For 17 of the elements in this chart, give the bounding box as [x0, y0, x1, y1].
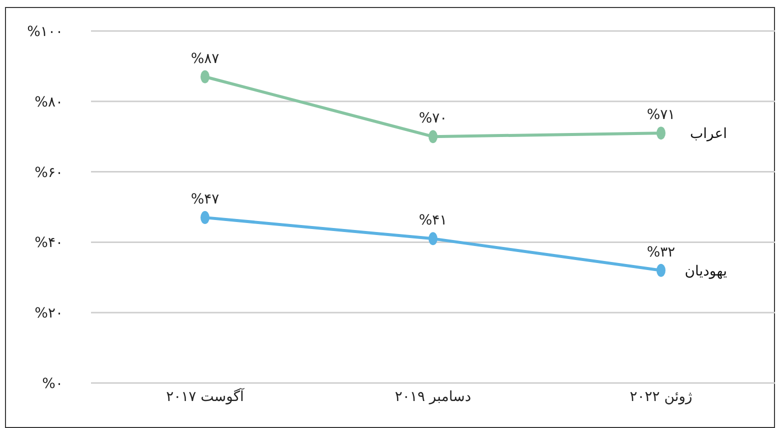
data-label: %۴۱: [418, 212, 448, 229]
data-label: %۴۷: [190, 192, 220, 208]
y-tick-label: %۸۰: [34, 94, 63, 110]
data-label: %۷۱: [646, 107, 676, 124]
y-tick-label: %۴۰: [34, 235, 63, 252]
data-label: %۷۰: [418, 110, 448, 127]
x-tick-label: ژوئن ۲۰۲۲: [630, 388, 693, 405]
x-tick-label: دسامبر ۲۰۱۹: [394, 388, 472, 405]
data-label: %۸۷: [190, 50, 220, 67]
y-tick-label: %۶۰: [34, 164, 63, 181]
y-tick-label: %۰: [42, 376, 63, 392]
series-label: یهودیان: [684, 263, 728, 280]
data-label: %۳۲: [646, 244, 676, 260]
series-label: اعراب: [690, 126, 727, 142]
x-tick-label: آگوست ۲۰۱۷: [166, 386, 246, 405]
y-tick-label: %۲۰: [34, 306, 63, 322]
y-tick-label: %۱۰۰: [27, 24, 63, 40]
